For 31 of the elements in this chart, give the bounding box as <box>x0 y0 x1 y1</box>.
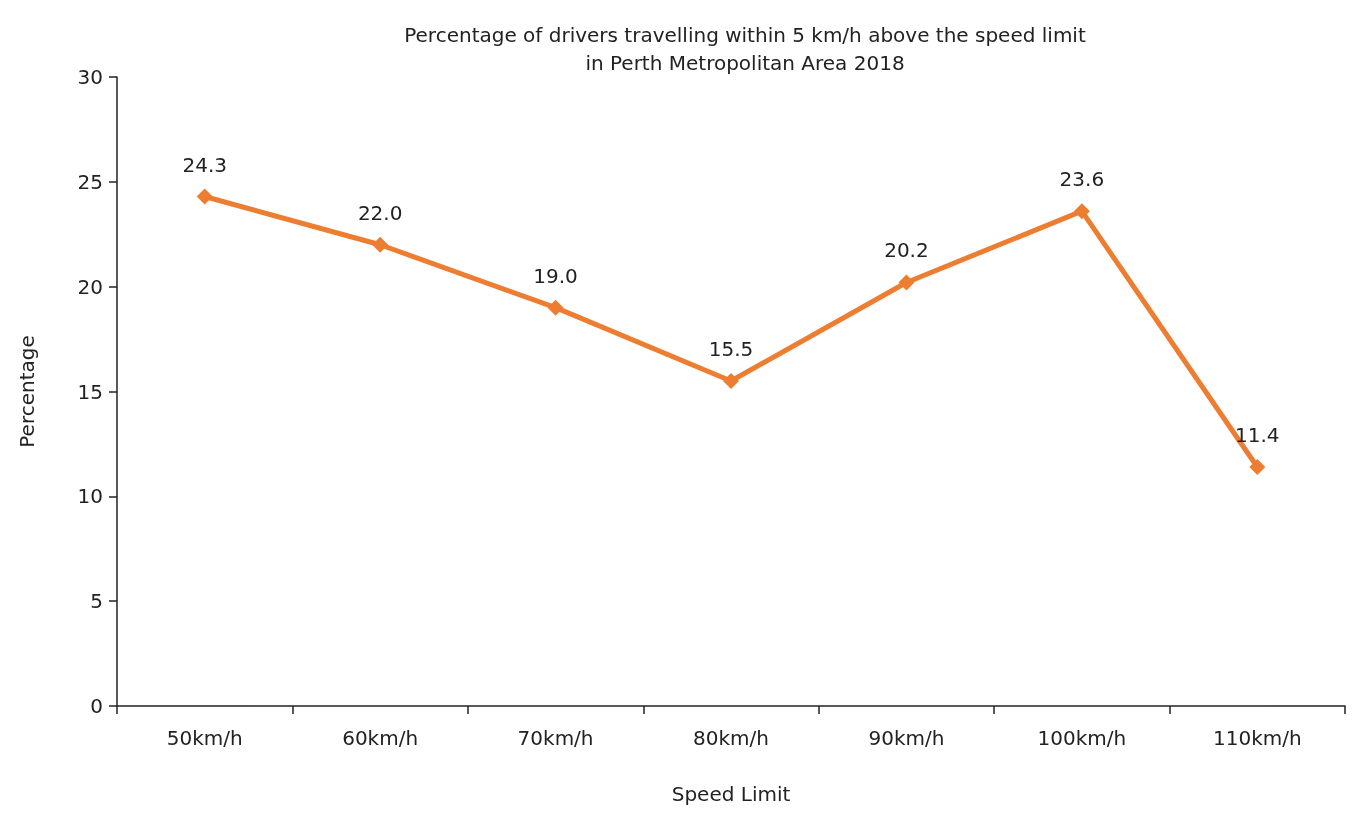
point <box>1073 203 1090 220</box>
x-tick-label: 90km/h <box>868 726 945 750</box>
y-tick-label: 5 <box>90 589 103 614</box>
x-tick-label: 100km/h <box>1037 726 1127 750</box>
y-tick-label: 0 <box>90 694 103 718</box>
data-label: 22.0 <box>357 200 403 225</box>
data-label: 23.6 <box>1059 167 1105 192</box>
chart-title: Percentage of drivers travelling within 5 km/h above the speed limit in Perth Metropolitan Area 2018 <box>404 23 1086 75</box>
y-tick-label: 15 <box>77 379 103 404</box>
y-tick-label: 30 <box>77 65 103 89</box>
point <box>723 373 739 390</box>
point <box>1249 458 1266 475</box>
y-tick-label: 20 <box>77 274 103 299</box>
point <box>196 188 213 205</box>
data-label: 11.4 <box>1235 422 1280 447</box>
data-label: 19.0 <box>533 263 578 288</box>
point <box>372 236 389 253</box>
data-label: 15.5 <box>708 337 754 362</box>
x-tick-label: 70km/h <box>517 726 594 750</box>
point <box>547 299 564 316</box>
x-tick-label: 110km/h <box>1212 726 1302 750</box>
data-label: 24.3 <box>182 152 227 177</box>
x-tick-label: 60km/h <box>342 726 419 750</box>
y-axis-title: Percentage <box>15 335 39 448</box>
x-tick-label: 80km/h <box>693 726 769 750</box>
y-tick-label: 25 <box>77 169 103 194</box>
x-axis-title: Speed Limit <box>671 782 791 806</box>
x-tick-label: 50km/h <box>166 726 243 750</box>
y-tick-label: 10 <box>77 484 103 509</box>
data-label: 20.2 <box>884 238 929 263</box>
point <box>898 274 915 291</box>
